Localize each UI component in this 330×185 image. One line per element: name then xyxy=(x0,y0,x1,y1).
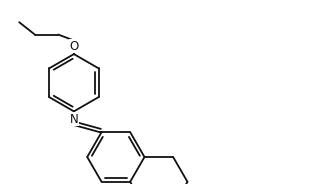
Text: N: N xyxy=(70,113,78,126)
Text: O: O xyxy=(69,40,79,53)
